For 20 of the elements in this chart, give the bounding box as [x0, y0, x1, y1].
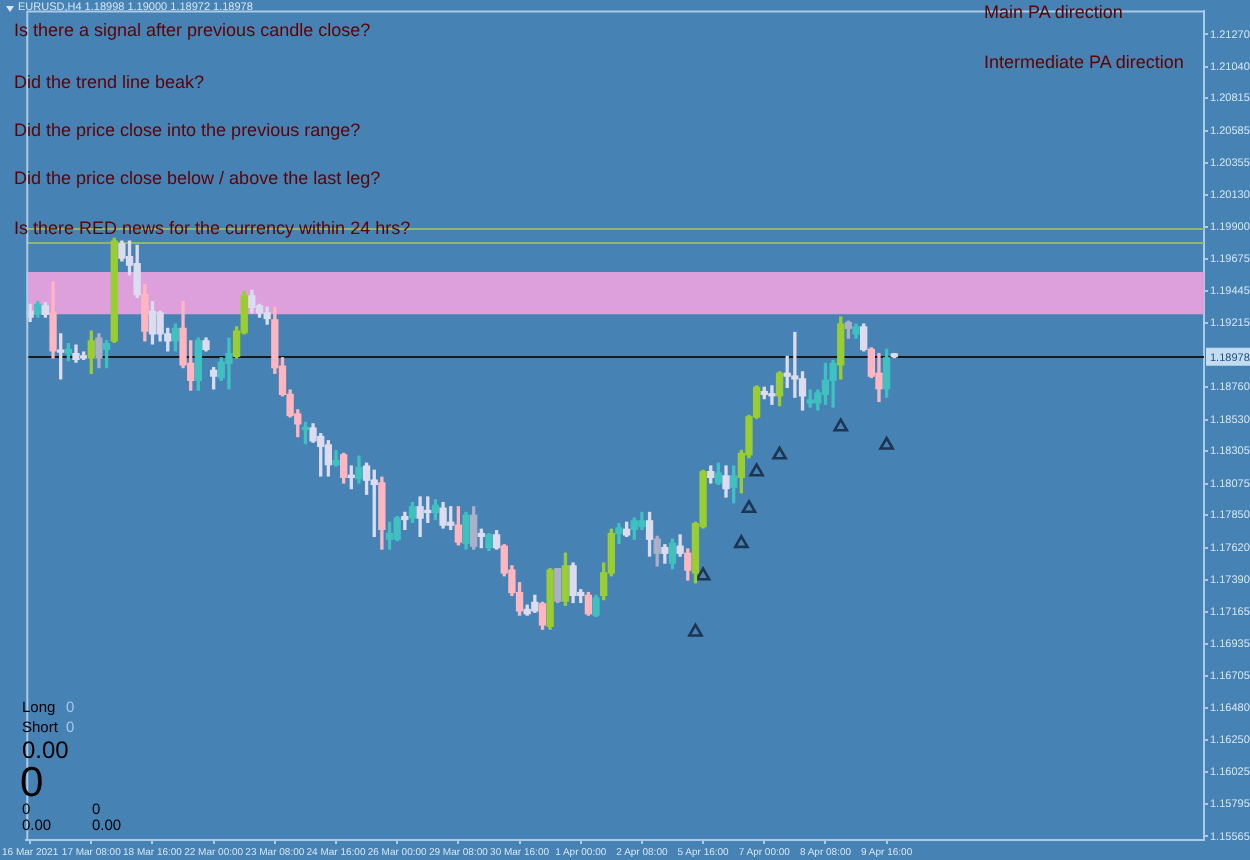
annotation: Main PA direction [984, 1, 1123, 23]
annotation: Did the price close into the previous range? [14, 119, 361, 141]
annotation: Is there a signal after previous candle close? [14, 20, 371, 42]
annotation: Did the trend line beak? [14, 71, 205, 93]
point [688, 623, 703, 637]
candlestick [806, 389, 814, 408]
candlestick [768, 385, 776, 405]
point [833, 418, 849, 432]
annotation: 0 [20, 760, 44, 806]
annotation: Intermediate PA direction [984, 52, 1184, 74]
point [695, 567, 711, 581]
point [733, 535, 749, 549]
point [879, 436, 894, 450]
point [749, 463, 764, 477]
annotation: Is there RED news for the currency within 24 hrs? [14, 218, 411, 240]
annotation: Did the price close below / above the last leg? [14, 168, 381, 190]
point [741, 499, 757, 514]
point [772, 446, 787, 460]
candlestick [225, 337, 233, 390]
annotation: 0.00 [22, 736, 69, 765]
